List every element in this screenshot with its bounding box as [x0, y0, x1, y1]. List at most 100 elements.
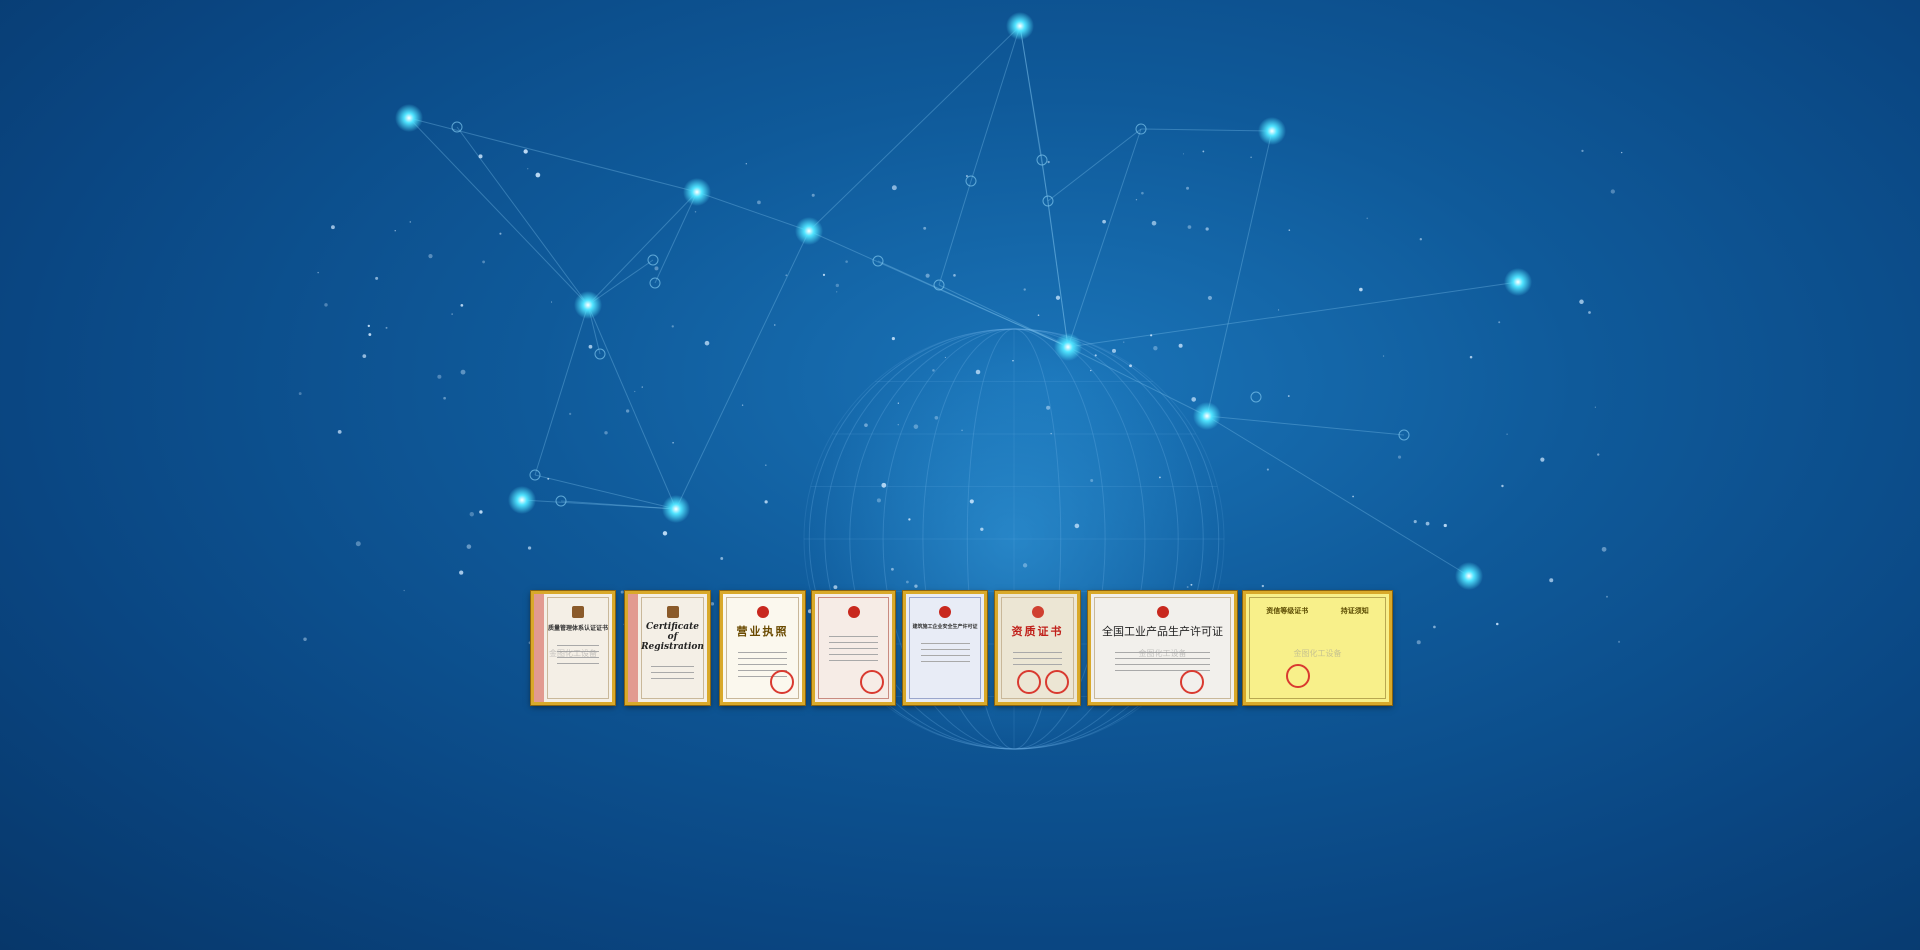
network-link: [587, 191, 698, 306]
network-link: [521, 499, 677, 510]
certificate-gallery: 质量管理体系认证证书 金图化工设备 Certificate of Registr…: [0, 591, 1920, 707]
star-dot: [833, 585, 838, 590]
network-node: [1036, 154, 1048, 166]
certificate-7[interactable]: 全国工业产品生产许可证 金图化工设备: [1088, 591, 1237, 705]
network-node: [872, 255, 884, 267]
star-dot: [1178, 343, 1183, 348]
network-link: [408, 117, 698, 193]
star-dot: [1433, 625, 1436, 629]
star-dot: [961, 429, 963, 432]
star-dot: [1187, 225, 1192, 229]
star-dot: [1037, 314, 1040, 317]
star-dot: [1496, 622, 1499, 626]
certificate-1[interactable]: 质量管理体系认证证书 金图化工设备: [531, 591, 615, 705]
star-dot: [451, 313, 453, 315]
certificate-2[interactable]: Certificate of Registration: [625, 591, 710, 705]
star-dot: [1191, 397, 1197, 402]
globe-meridian: [966, 328, 1062, 750]
star-dot: [588, 344, 593, 349]
star-dot: [604, 431, 608, 435]
network-link: [587, 304, 677, 510]
star-dot: [459, 570, 464, 575]
star-dot: [694, 211, 697, 213]
certificate-5[interactable]: 建筑施工企业安全生产许可证: [903, 591, 987, 705]
network-node: [1250, 391, 1262, 403]
star-dot: [1287, 395, 1290, 398]
star-dot: [785, 274, 788, 277]
network-node: [574, 291, 602, 319]
globe-meridian: [808, 328, 1220, 750]
star-dot: [704, 340, 710, 346]
star-dot: [482, 260, 486, 264]
star-dot: [980, 527, 984, 531]
globe-meridian: [849, 328, 1179, 750]
star-dot: [891, 567, 894, 571]
watermark: 金图化工设备: [1138, 649, 1187, 658]
star-dot: [527, 168, 529, 170]
star-dot: [535, 172, 541, 178]
star-dot: [836, 291, 838, 293]
star-dot: [303, 637, 307, 641]
star-dot: [1501, 484, 1504, 488]
star-dot: [1150, 334, 1153, 337]
network-node: [1054, 333, 1082, 361]
star-dot: [835, 283, 840, 288]
network-node: [649, 277, 661, 289]
network-node: [1504, 268, 1532, 296]
certificate-8[interactable]: 资信等级证书 持证须知 金图化工设备: [1243, 591, 1392, 705]
certificate-title: 营业执照: [736, 625, 789, 638]
star-dot: [1506, 433, 1508, 435]
star-dot: [908, 518, 911, 521]
certificate-4[interactable]: [812, 591, 895, 705]
star-dot: [1540, 457, 1545, 462]
star-dot: [944, 356, 946, 358]
star-dot: [1419, 238, 1422, 241]
star-dot: [953, 274, 956, 277]
star-dot: [1111, 348, 1117, 353]
network-link: [654, 191, 698, 284]
star-dot: [845, 260, 848, 263]
network-link: [938, 180, 972, 286]
certificate-3[interactable]: 营业执照: [720, 591, 805, 705]
star-dot: [528, 641, 532, 645]
star-dot: [1151, 220, 1157, 226]
network-node: [529, 469, 541, 481]
star-dot: [1359, 287, 1363, 292]
star-dot: [1618, 640, 1621, 643]
star-dot: [1023, 288, 1026, 291]
globe-meridian: [803, 328, 1225, 750]
star-dot: [547, 477, 550, 480]
network-link: [1019, 25, 1049, 202]
star-dot: [523, 149, 528, 154]
certificate-title: 质量管理体系认证证书: [548, 625, 609, 632]
star-dot: [634, 390, 636, 393]
star-dot: [1382, 355, 1385, 357]
globe-meridian: [824, 328, 1204, 750]
star-dot: [569, 412, 572, 415]
network-link: [808, 230, 1069, 348]
star-dot: [1610, 189, 1615, 194]
network-link: [938, 284, 1069, 348]
star-dot: [774, 324, 776, 326]
network-node: [1006, 12, 1034, 40]
globe-meridian: [882, 328, 1146, 750]
star-dot: [764, 500, 768, 504]
star-dot: [1047, 160, 1050, 164]
star-dot: [368, 333, 372, 336]
globe-meridian: [922, 328, 1106, 750]
star-dot: [1094, 354, 1097, 357]
star-dot: [1588, 311, 1591, 314]
star-dot: [362, 354, 367, 358]
star-dot: [1153, 346, 1158, 351]
certificate-6[interactable]: 资质证书: [995, 591, 1080, 705]
network-node: [594, 348, 606, 360]
star-dot: [1186, 186, 1190, 190]
star-dot: [403, 589, 405, 592]
network-node: [933, 279, 945, 291]
network-node: [395, 104, 423, 132]
star-dot: [1469, 355, 1473, 359]
star-dot: [527, 546, 532, 550]
network-link: [560, 500, 677, 510]
star-dot: [1182, 153, 1185, 155]
star-dot: [331, 225, 335, 230]
